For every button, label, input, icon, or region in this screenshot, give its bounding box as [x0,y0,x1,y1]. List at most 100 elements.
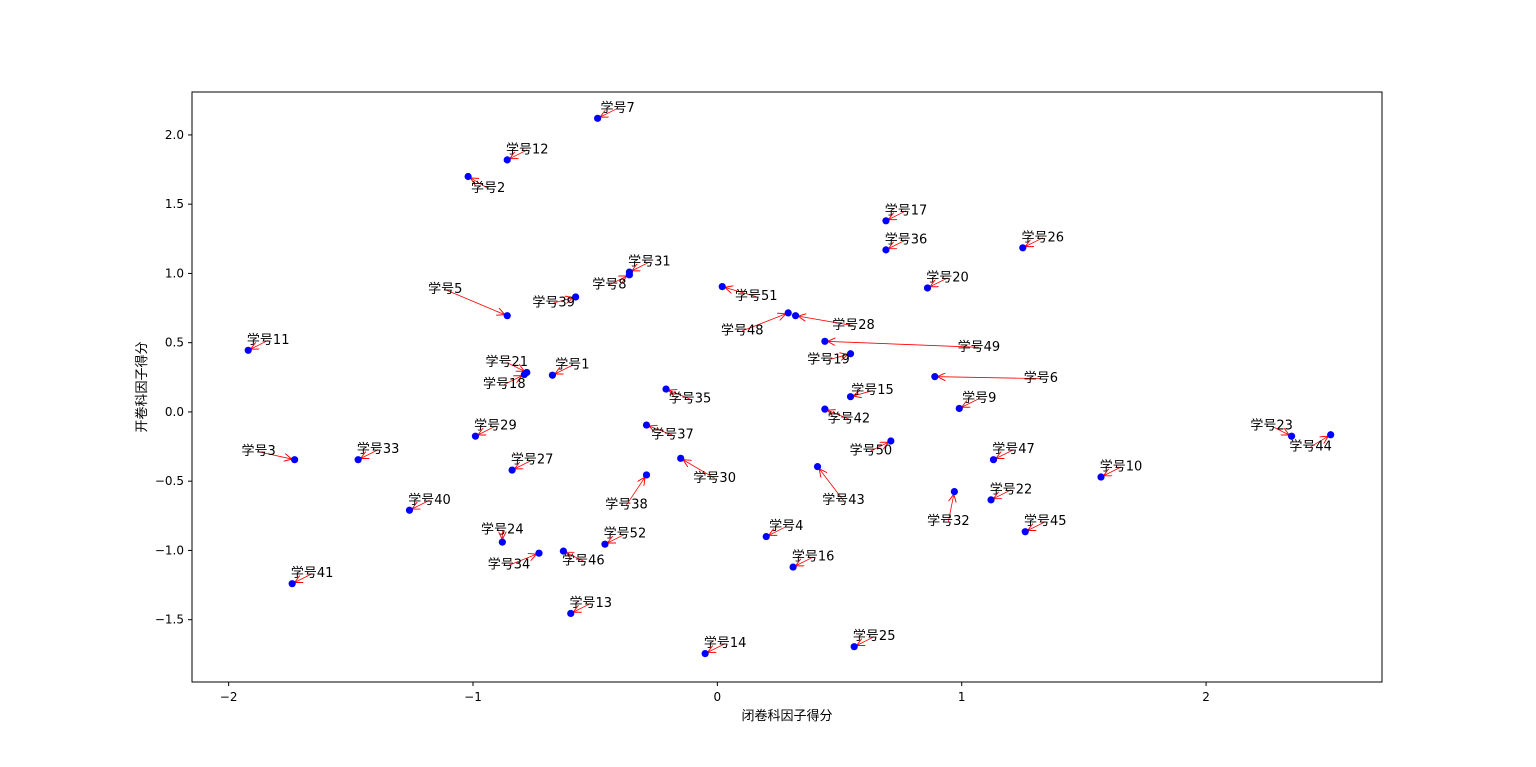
point-label: 学号17 [885,202,928,218]
annotation-arrow [361,449,379,458]
point-label: 学号1 [555,357,589,373]
annotation-arrow [515,459,533,468]
x-tick-label: 1 [958,690,966,704]
annotation-arrow [295,573,313,582]
point-label: 学号4 [769,518,803,534]
data-point [498,538,506,546]
y-tick-label: 2.0 [165,128,184,142]
data-point [791,312,800,320]
data-point [601,540,609,548]
data-point [1287,432,1296,440]
data-point [1097,473,1105,481]
data-point [784,309,792,317]
data-point [950,487,958,496]
annotation-arrow [857,636,875,645]
data-point [1021,528,1029,536]
y-tick-label: 1.0 [165,266,184,280]
data-point [821,337,829,345]
annotation-arrow [931,277,948,286]
point-label: 学号40 [408,492,451,508]
point-label: 学号39 [532,294,575,310]
point-label: 学号43 [822,492,865,508]
annotation-arrow [471,178,489,189]
data-point [887,437,895,445]
annotation-arrow [994,489,1012,498]
point-label: 学号21 [485,354,528,370]
data-point [846,350,855,358]
annotation-arrow [854,391,873,396]
data-point [850,643,858,651]
point-label: 学号6 [1024,370,1058,386]
point-label: 学号46 [562,553,605,569]
point-label: 学号41 [291,565,334,581]
x-axis-ticks: −2 −1 0 1 2 [220,682,1210,704]
annotation-arrow [828,355,848,360]
point-label: 学号11 [247,332,290,348]
data-point [677,454,685,462]
annotation-arrow [938,377,1041,379]
data-point [354,456,362,464]
point-label: 学号16 [792,549,835,565]
point-label: 学号30 [693,470,736,486]
data-points [244,114,1335,658]
data-point [846,393,855,401]
point-label: 学号26 [1022,229,1065,245]
x-tick-label: −2 [220,690,238,704]
point-label: 学号52 [604,526,647,542]
point-label: 学号45 [1024,513,1067,529]
annotation-arrow [601,107,618,116]
annotation-arrow [828,341,979,348]
annotation-arrow [574,603,591,611]
point-label: 学号23 [1250,418,1293,434]
point-label: 学号35 [669,391,712,407]
data-point [572,293,580,301]
point-label: 学号50 [850,443,893,459]
data-point [987,496,995,504]
annotation-arrow [633,261,650,270]
data-point [931,373,939,381]
annotation-arrow [889,239,907,248]
point-label: 学号48 [721,322,764,338]
annotation-arrow [504,376,521,385]
point-label: 学号25 [853,628,896,644]
annotation-arrow [828,411,850,420]
annotation-arrow [609,276,626,286]
annotation-arrow [479,425,496,434]
data-point [718,282,726,291]
x-tick-label: 0 [714,690,722,704]
annotation-arrow [506,362,524,370]
annotation-arrow [962,398,980,406]
annotation-arrow [608,533,626,542]
annotation-arrow [251,339,269,348]
x-axis-title: 闭卷科因子得分 [741,708,832,724]
data-point [471,432,480,440]
point-label: 学号28 [832,317,875,333]
point-label: 学号19 [807,351,850,367]
point-label: 学号8 [592,276,626,292]
data-point [1327,431,1335,439]
point-label: 学号20 [926,269,969,285]
point-labels: 学号1 学号2 学号3 学号4 学号5 学号6 学号7 学号8 学号9 学号10 学号11 学号12 学… [241,100,1331,651]
data-point [642,471,651,479]
data-point [789,563,797,571]
data-point [762,532,770,541]
data-point [882,246,890,254]
data-point [535,549,543,557]
point-label: 学号5 [428,281,462,297]
point-label: 学号3 [241,443,275,459]
point-label: 学号10 [1100,459,1143,475]
point-label: 学号32 [927,513,970,529]
y-axis-ticks: −1.5 −1.0 −0.5 0.0 0.5 1.0 1.5 2.0 [155,128,192,627]
annotation-arrow [769,526,787,535]
annotation-arrow [870,443,888,452]
point-label: 学号38 [605,496,648,512]
data-point [503,156,511,164]
annotation-arrow [997,449,1014,458]
point-label: 学号18 [483,376,526,392]
data-point [405,506,414,514]
point-label: 学号22 [990,481,1033,497]
annotation-arrow [947,495,953,522]
y-axis-title: 开卷科因子得分 [134,341,150,432]
point-label: 学号7 [600,100,634,116]
